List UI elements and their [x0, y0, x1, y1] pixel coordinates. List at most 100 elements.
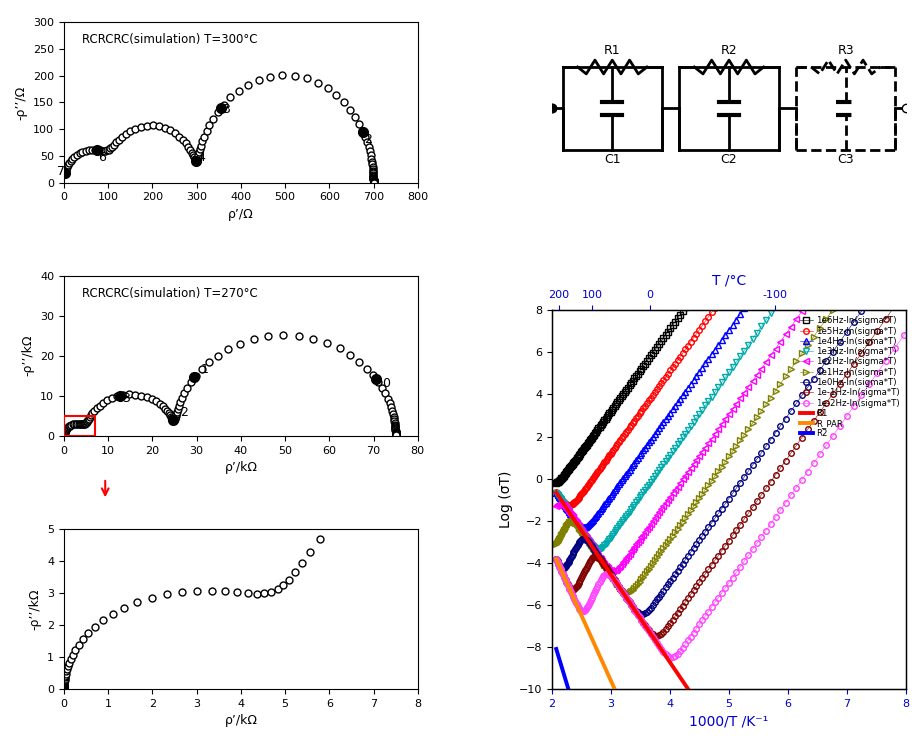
R2: [554, 657, 565, 666]
1e2Hz-ln(sigma*T): [558, 501, 569, 510]
1e-2Hz-ln(sigma*T): [581, 603, 592, 612]
1e5Hz-ln(sigma*T): [582, 481, 593, 490]
Line: 1e-1Hz-ln(sigma*T): 1e-1Hz-ln(sigma*T): [554, 303, 898, 639]
X-axis label: ρ’/kΩ: ρ’/kΩ: [224, 714, 257, 728]
1e-1Hz-ln(sigma*T): [889, 302, 900, 310]
1e3Hz-ln(sigma*T): [605, 534, 616, 542]
X-axis label: ρ’/kΩ: ρ’/kΩ: [224, 461, 257, 474]
R2: [554, 653, 565, 662]
1e4Hz-ln(sigma*T): [575, 522, 586, 531]
Y-axis label: -ρ’’/kΩ: -ρ’’/kΩ: [28, 588, 42, 630]
R2: [552, 647, 563, 656]
R_PAR: [608, 682, 619, 691]
Bar: [64, 416, 95, 436]
1e6Hz-ln(sigma*T): [604, 409, 615, 418]
R2: [557, 666, 568, 675]
Line: 1e-2Hz-ln(sigma*T): 1e-2Hz-ln(sigma*T): [554, 305, 915, 660]
1e3Hz-ln(sigma*T): [556, 496, 567, 505]
Line: 1e3Hz-ln(sigma*T): 1e3Hz-ln(sigma*T): [554, 304, 779, 552]
1e-1Hz-ln(sigma*T): [551, 555, 562, 564]
Line: 1e6Hz-ln(sigma*T): 1e6Hz-ln(sigma*T): [554, 297, 694, 485]
1e1Hz-ln(sigma*T): [593, 551, 604, 560]
R1: [688, 693, 699, 702]
1e0Hz-ln(sigma*T): [636, 610, 647, 619]
1e3Hz-ln(sigma*T): [575, 525, 586, 534]
1e4Hz-ln(sigma*T): [615, 478, 626, 487]
1e-1Hz-ln(sigma*T): [557, 570, 568, 579]
Text: C3: C3: [837, 153, 854, 166]
1e-1Hz-ln(sigma*T): [738, 514, 749, 523]
Line: 1e1Hz-ln(sigma*T): 1e1Hz-ln(sigma*T): [554, 297, 843, 595]
R1: [573, 522, 584, 531]
Text: 4: 4: [0, 740, 1, 741]
Text: R1: R1: [604, 44, 620, 57]
1e2Hz-ln(sigma*T): [608, 566, 619, 575]
Text: 0: 0: [382, 376, 391, 390]
1e4Hz-ln(sigma*T): [641, 441, 652, 450]
Line: R1: R1: [556, 493, 694, 697]
Line: 1e5Hz-ln(sigma*T): 1e5Hz-ln(sigma*T): [554, 300, 721, 508]
1e4Hz-ln(sigma*T): [551, 488, 562, 497]
X-axis label: ρ’/Ω: ρ’/Ω: [228, 207, 253, 221]
1e2Hz-ln(sigma*T): [802, 299, 813, 308]
1e-1Hz-ln(sigma*T): [651, 631, 662, 640]
1e3Hz-ln(sigma*T): [593, 545, 604, 554]
1e6Hz-ln(sigma*T): [571, 454, 582, 463]
1e5Hz-ln(sigma*T): [638, 404, 649, 413]
R2: [559, 671, 570, 680]
R1: [551, 488, 562, 497]
Legend: 1e6Hz-ln(sigma*T), 1e5Hz-ln(sigma*T), 1e4Hz-ln(sigma*T), 1e3Hz-ln(sigma*T), 1e2H: 1e6Hz-ln(sigma*T), 1e5Hz-ln(sigma*T), 1e…: [798, 314, 901, 440]
1e3Hz-ln(sigma*T): [770, 302, 781, 311]
Text: 3: 3: [123, 391, 130, 405]
R_PAR: [557, 570, 568, 579]
1e1Hz-ln(sigma*T): [589, 547, 600, 556]
1e-2Hz-ln(sigma*T): [589, 587, 600, 596]
1e-1Hz-ln(sigma*T): [688, 586, 699, 595]
Text: 3: 3: [222, 103, 231, 116]
1e5Hz-ln(sigma*T): [609, 444, 620, 453]
1e-2Hz-ln(sigma*T): [724, 579, 735, 588]
1e-2Hz-ln(sigma*T): [685, 632, 696, 641]
Text: C2: C2: [721, 153, 737, 166]
1e1Hz-ln(sigma*T): [564, 518, 575, 527]
1e0Hz-ln(sigma*T): [552, 556, 563, 565]
1e-2Hz-ln(sigma*T): [551, 555, 562, 564]
R2: [554, 655, 565, 664]
Line: 1e2Hz-ln(sigma*T): 1e2Hz-ln(sigma*T): [554, 300, 811, 574]
1e1Hz-ln(sigma*T): [605, 570, 616, 579]
1e6Hz-ln(sigma*T): [661, 330, 672, 339]
1e4Hz-ln(sigma*T): [569, 515, 580, 524]
Line: 1e0Hz-ln(sigma*T): 1e0Hz-ln(sigma*T): [554, 297, 872, 617]
Text: 1: 1: [201, 363, 209, 376]
1e1Hz-ln(sigma*T): [645, 562, 656, 571]
1e0Hz-ln(sigma*T): [588, 545, 599, 554]
R1: [594, 554, 605, 562]
1e0Hz-ln(sigma*T): [821, 356, 832, 365]
R2: [551, 645, 562, 654]
1e5Hz-ln(sigma*T): [703, 313, 714, 322]
Text: R2: R2: [721, 44, 737, 57]
1e-2Hz-ln(sigma*T): [731, 568, 742, 576]
Text: 6: 6: [99, 151, 106, 164]
Text: RCRCRC(simulation) T=300°C: RCRCRC(simulation) T=300°C: [81, 33, 257, 47]
Text: 5: 5: [0, 740, 1, 741]
Y-axis label: Log (σT): Log (σT): [500, 471, 513, 528]
1e1Hz-ln(sigma*T): [551, 539, 562, 548]
1e-1Hz-ln(sigma*T): [565, 585, 576, 594]
Text: C1: C1: [604, 153, 620, 166]
Y-axis label: -ρ’’/kΩ: -ρ’’/kΩ: [22, 335, 35, 376]
1e2Hz-ln(sigma*T): [697, 448, 708, 456]
R_PAR: [561, 578, 572, 587]
1e-2Hz-ln(sigma*T): [665, 653, 676, 662]
1e4Hz-ln(sigma*T): [667, 405, 678, 413]
1e5Hz-ln(sigma*T): [713, 299, 724, 308]
X-axis label: T /°C: T /°C: [712, 274, 746, 288]
1e-2Hz-ln(sigma*T): [636, 616, 647, 625]
R1: [553, 491, 564, 500]
R_PAR: [570, 599, 581, 608]
R2: [565, 694, 576, 702]
1e2Hz-ln(sigma*T): [551, 502, 562, 511]
1e6Hz-ln(sigma*T): [656, 336, 667, 345]
R2: [556, 662, 567, 671]
1e6Hz-ln(sigma*T): [685, 295, 696, 304]
